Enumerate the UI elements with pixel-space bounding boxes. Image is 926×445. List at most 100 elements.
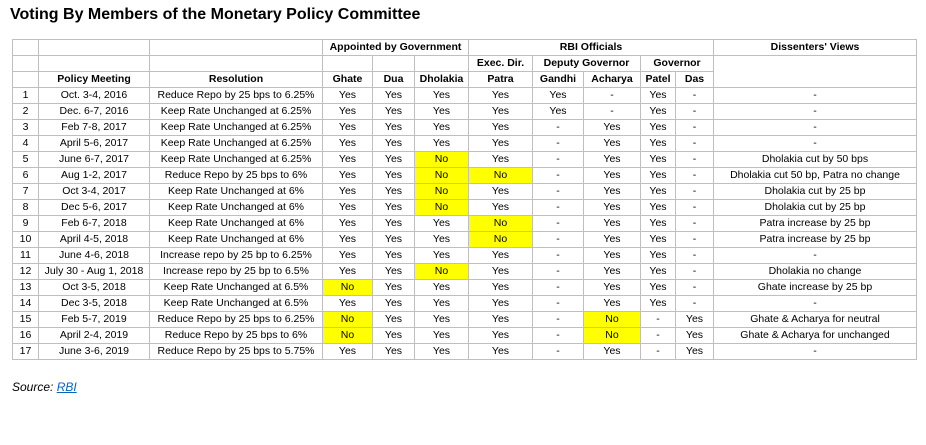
vote-cell-patel: Yes (640, 247, 676, 264)
vote-cell-acharya: No (583, 327, 641, 344)
blank-cell (12, 55, 39, 72)
row-number-cell: 11 (12, 247, 39, 264)
vote-cell-patel: - (640, 327, 676, 344)
policy-meeting-cell: Oct 3-4, 2017 (38, 183, 150, 200)
vote-cell-patra: Yes (468, 103, 533, 120)
role-header-exec-dir: Exec. Dir. (468, 55, 533, 72)
column-header-gandhi: Gandhi (532, 71, 584, 88)
vote-cell-dholakia: No (414, 263, 469, 280)
vote-cell-acharya: Yes (583, 215, 641, 232)
vote-cell-patel: Yes (640, 295, 676, 312)
vote-cell-das: - (675, 247, 714, 264)
resolution-cell: Keep Rate Unchanged at 6.25% (149, 151, 323, 168)
blank-cell (38, 39, 150, 56)
vote-cell-dua: Yes (372, 199, 415, 216)
row-number-cell: 17 (12, 343, 39, 360)
column-header-resolution: Resolution (149, 71, 323, 88)
vote-cell-das: Yes (675, 311, 714, 328)
group-header-rbi-officials: RBI Officials (468, 39, 714, 56)
row-number-cell: 9 (12, 215, 39, 232)
vote-cell-das: Yes (675, 327, 714, 344)
vote-cell-dholakia: Yes (414, 215, 469, 232)
table-row: 13 Oct 3-5, 2018 Keep Rate Unchanged at 6.… (12, 279, 917, 296)
dissent-cell: - (713, 247, 917, 264)
vote-cell-dholakia: Yes (414, 295, 469, 312)
vote-cell-dholakia: Yes (414, 279, 469, 296)
vote-cell-gandhi: - (532, 295, 584, 312)
dissent-cell: Ghate & Acharya for unchanged (713, 327, 917, 344)
policy-meeting-cell: June 4-6, 2018 (38, 247, 150, 264)
vote-cell-acharya: Yes (583, 119, 641, 136)
vote-cell-das: - (675, 215, 714, 232)
policy-meeting-cell: Aug 1-2, 2017 (38, 167, 150, 184)
vote-cell-gandhi: - (532, 151, 584, 168)
vote-cell-gandhi: - (532, 327, 584, 344)
vote-cell-patel: Yes (640, 167, 676, 184)
resolution-cell: Keep Rate Unchanged at 6% (149, 231, 323, 248)
row-number-cell: 8 (12, 199, 39, 216)
dissent-cell: - (713, 295, 917, 312)
dissent-cell: - (713, 87, 917, 104)
vote-cell-patra: Yes (468, 279, 533, 296)
vote-cell-dua: Yes (372, 311, 415, 328)
resolution-cell: Keep Rate Unchanged at 6% (149, 199, 323, 216)
mpc-voting-table: Appointed by Government RBI Officials Di… (12, 39, 917, 360)
vote-cell-patra: Yes (468, 247, 533, 264)
blank-cell (713, 55, 917, 88)
vote-cell-gandhi: - (532, 167, 584, 184)
blank-cell (372, 55, 415, 72)
policy-meeting-cell: Dec. 6-7, 2016 (38, 103, 150, 120)
vote-cell-ghate: No (322, 311, 373, 328)
policy-meeting-cell: June 6-7, 2017 (38, 151, 150, 168)
vote-cell-ghate: Yes (322, 231, 373, 248)
table-row: 5 June 6-7, 2017 Keep Rate Unchanged at 6.… (12, 151, 917, 168)
column-header-policy-meeting: Policy Meeting (38, 71, 150, 88)
role-header-governor: Governor (640, 55, 714, 72)
row-number-cell: 12 (12, 263, 39, 280)
table-row: 10 April 4-5, 2018 Keep Rate Unchanged at … (12, 231, 917, 248)
row-number-cell: 5 (12, 151, 39, 168)
vote-cell-ghate: Yes (322, 119, 373, 136)
page-title: Voting By Members of the Monetary Policy… (10, 6, 421, 23)
vote-cell-ghate: Yes (322, 295, 373, 312)
row-number-cell: 16 (12, 327, 39, 344)
vote-cell-patra: Yes (468, 183, 533, 200)
vote-cell-dua: Yes (372, 247, 415, 264)
vote-cell-ghate: Yes (322, 87, 373, 104)
resolution-cell: Keep Rate Unchanged at 6.25% (149, 103, 323, 120)
policy-meeting-cell: Dec 5-6, 2017 (38, 199, 150, 216)
vote-cell-patra: No (468, 215, 533, 232)
vote-cell-acharya: Yes (583, 279, 641, 296)
vote-cell-ghate: Yes (322, 215, 373, 232)
vote-cell-patra: Yes (468, 295, 533, 312)
resolution-cell: Increase repo by 25 bp to 6.5% (149, 263, 323, 280)
table-row: 12 July 30 - Aug 1, 2018 Increase repo by … (12, 263, 917, 280)
vote-cell-acharya: Yes (583, 295, 641, 312)
table-row: 1 Oct. 3-4, 2016 Reduce Repo by 25 bps to … (12, 87, 917, 104)
vote-cell-ghate: Yes (322, 135, 373, 152)
source-link-rbi[interactable]: RBI (56, 380, 77, 394)
vote-cell-ghate: No (322, 279, 373, 296)
resolution-cell: Keep Rate Unchanged at 6.25% (149, 135, 323, 152)
column-header-patra: Patra (468, 71, 533, 88)
column-header-dua: Dua (372, 71, 415, 88)
table-row: 15 Feb 5-7, 2019 Reduce Repo by 25 bps to … (12, 311, 917, 328)
policy-meeting-cell: June 3-6, 2019 (38, 343, 150, 360)
vote-cell-patel: Yes (640, 263, 676, 280)
vote-cell-gandhi: - (532, 279, 584, 296)
vote-cell-das: - (675, 199, 714, 216)
policy-meeting-cell: April 4-5, 2018 (38, 231, 150, 248)
dissent-cell: - (713, 103, 917, 120)
vote-cell-dua: Yes (372, 151, 415, 168)
resolution-cell: Reduce Repo by 25 bps to 5.75% (149, 343, 323, 360)
resolution-cell: Keep Rate Unchanged at 6% (149, 183, 323, 200)
vote-cell-dua: Yes (372, 327, 415, 344)
vote-cell-das: - (675, 279, 714, 296)
vote-cell-acharya: Yes (583, 247, 641, 264)
vote-cell-ghate: Yes (322, 263, 373, 280)
vote-cell-dua: Yes (372, 295, 415, 312)
vote-cell-ghate: Yes (322, 247, 373, 264)
source-line: Source: RBI (12, 380, 926, 394)
column-header-acharya: Acharya (583, 71, 641, 88)
vote-cell-acharya: Yes (583, 151, 641, 168)
